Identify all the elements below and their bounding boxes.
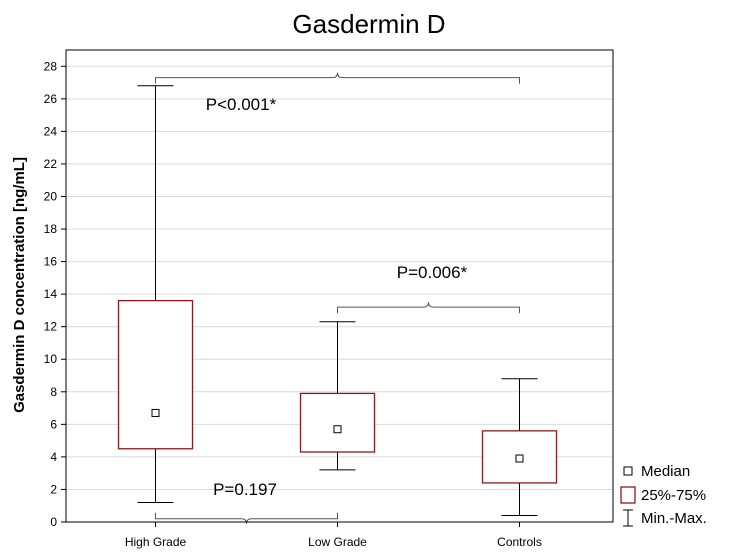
significance-bracket [337, 302, 520, 314]
p-value-label: P=0.197 [213, 480, 277, 499]
median-marker [151, 408, 160, 417]
legend-label: Min.-Max. [641, 510, 707, 527]
y-tick-label: 20 [44, 189, 58, 203]
significance-bracket-group: P=0.006* [337, 263, 520, 314]
y-tick-label: 26 [44, 92, 58, 106]
legend-item: 25%-75% [620, 486, 706, 504]
chart-title: Gasdermin D [292, 9, 445, 39]
y-tick-label: 2 [50, 482, 57, 496]
significance-bracket-group: P<0.001* [155, 72, 520, 114]
legend-item: Min.-Max. [623, 509, 707, 527]
y-tick-label: 10 [44, 352, 58, 366]
y-axis-label: Gasdermin D concentration [ng/mL] [11, 157, 28, 413]
y-tick-label: 16 [44, 255, 58, 269]
x-category-label: Low Grade [308, 535, 367, 549]
p-value-label: P=0.006* [397, 263, 468, 282]
plot-frame [65, 49, 614, 523]
y-tick-label: 8 [50, 385, 57, 399]
significance-bracket [155, 72, 520, 84]
y-tick-label: 22 [44, 157, 58, 171]
legend: Median 25%-75% Min.-Max. [620, 463, 707, 527]
legend-label: 25%-75% [641, 487, 706, 504]
y-tick-label: 18 [44, 222, 58, 236]
box-series [117, 85, 558, 527]
legend-box-swatch [620, 486, 636, 504]
legend-median-swatch [623, 466, 633, 476]
y-tick-label: 0 [50, 515, 57, 529]
y-tick-label: 24 [44, 124, 58, 138]
significance-annotations: P<0.001* P=0.006* P=0.197 [155, 72, 520, 524]
box-group [117, 85, 194, 527]
median-marker [333, 425, 342, 434]
y-tick-label: 14 [44, 287, 58, 301]
x-category-label: High Grade [125, 535, 187, 549]
median-marker [515, 454, 524, 463]
y-tick-label: 6 [50, 417, 57, 431]
legend-label: Median [641, 463, 690, 480]
y-tick-label: 4 [50, 450, 57, 464]
p-value-label: P<0.001* [206, 95, 277, 114]
iqr-box [117, 299, 194, 450]
y-tick-label: 28 [44, 59, 58, 73]
box-group [299, 321, 376, 527]
x-category-label: Controls [497, 535, 542, 549]
box-group [481, 378, 558, 527]
x-axis-category-labels: High Grade Low Grade Controls [125, 535, 542, 549]
y-tick-label: 12 [44, 320, 58, 334]
iqr-box [299, 392, 376, 453]
legend-item: Median [623, 463, 690, 480]
